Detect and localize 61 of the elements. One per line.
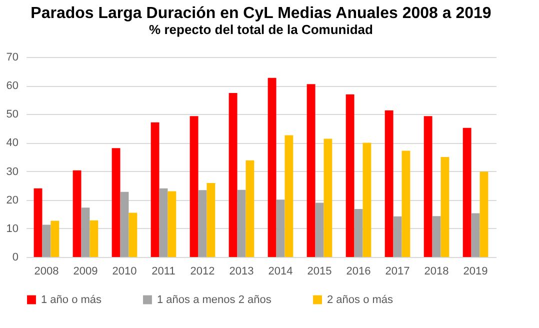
y-tick-label: 40	[6, 137, 18, 150]
bar	[324, 138, 332, 257]
x-tick-label: 2012	[190, 266, 215, 278]
bar	[346, 94, 354, 257]
bar	[384, 110, 394, 257]
x-tick-label: 2010	[112, 266, 137, 278]
y-tick-label: 50	[6, 108, 18, 121]
bar	[228, 93, 238, 257]
y-tick-label: 70	[6, 52, 18, 64]
x-tick-label: 2008	[34, 266, 59, 278]
bar	[81, 208, 90, 257]
y-tick-label: 60	[6, 80, 18, 92]
bar	[237, 190, 246, 257]
bar	[268, 78, 276, 257]
bar	[393, 216, 402, 257]
bar	[159, 188, 168, 257]
x-tick-label: 2009	[73, 266, 98, 278]
chart-title: Parados Larga Duración en CyL Medias Anuales 2008 a 2019	[30, 5, 492, 22]
bar	[50, 220, 60, 257]
y-tick-label: 10	[6, 222, 18, 235]
x-tick-label: 2018	[424, 266, 449, 278]
bar	[90, 220, 98, 257]
x-tick-label: 2014	[268, 266, 293, 278]
bar	[424, 116, 432, 257]
bar	[284, 135, 294, 257]
x-tick-label: 2015	[307, 266, 332, 278]
bar	[42, 224, 51, 257]
bar	[471, 213, 480, 257]
x-tick-label: 2013	[229, 266, 254, 278]
legend-label: 2 años o más	[327, 294, 394, 306]
bar	[432, 216, 441, 257]
bar	[190, 116, 198, 257]
bar	[480, 172, 488, 257]
bar	[402, 150, 410, 257]
bar	[198, 190, 207, 257]
bar	[168, 191, 176, 257]
bar	[72, 170, 82, 257]
x-tick-label: 2016	[346, 266, 371, 278]
bar	[440, 157, 450, 257]
x-tick-label: 2017	[385, 266, 410, 278]
x-tick-label: 2011	[152, 266, 176, 278]
bar	[150, 122, 160, 257]
bar	[120, 192, 129, 257]
bar	[34, 188, 42, 257]
legend-label: 1 años a menos 2 años	[157, 294, 272, 306]
bar	[354, 209, 363, 257]
bar	[362, 142, 372, 257]
y-tick-label: 30	[6, 166, 18, 178]
bar	[112, 148, 120, 257]
legend-label: 1 año o más	[41, 294, 102, 306]
bar	[206, 183, 216, 257]
bar	[462, 128, 472, 257]
bar	[315, 202, 324, 257]
bar	[246, 160, 254, 257]
bar	[276, 200, 285, 257]
y-tick-label: 20	[6, 194, 18, 206]
chart-subtitle: % repecto del total de la Comunidad	[149, 22, 374, 37]
x-tick-label: 2019	[463, 266, 488, 278]
bar	[306, 84, 316, 257]
bar	[128, 212, 138, 257]
y-tick-label: 0	[12, 252, 18, 264]
